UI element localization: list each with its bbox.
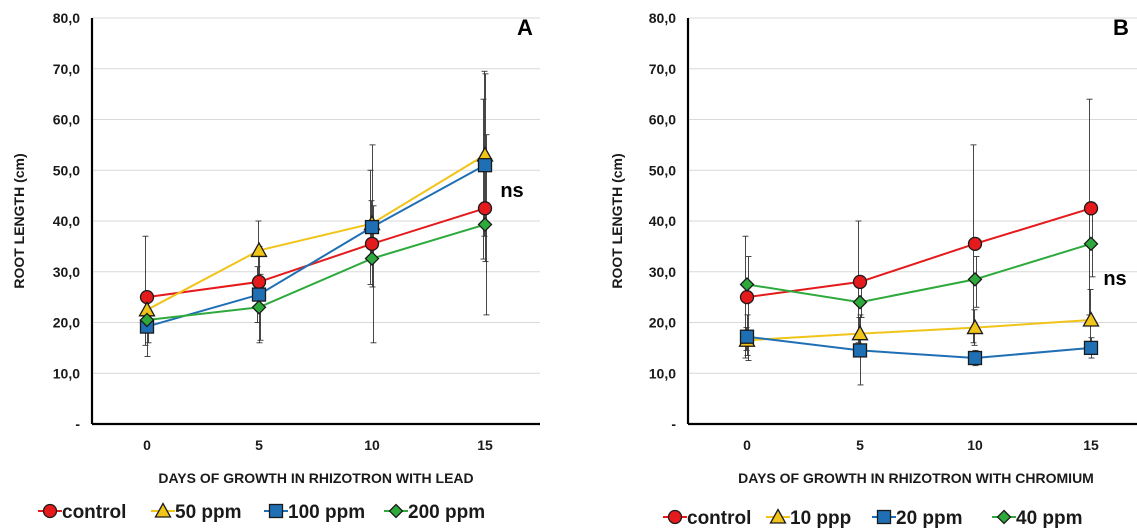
legend-marker — [42, 503, 58, 519]
y-tick-label: 60,0 — [649, 112, 676, 128]
y-tick-label: 60,0 — [53, 112, 80, 128]
y-tick-label: 40,0 — [53, 213, 80, 229]
significance-annotation: ns — [500, 180, 523, 202]
series-line — [146, 154, 486, 311]
x-tick-label: 10 — [967, 437, 983, 453]
series-line — [146, 164, 486, 328]
x-axis-title: DAYS OF GROWTH IN RHIZOTRON WITH LEAD — [158, 470, 473, 486]
data-point — [739, 277, 755, 292]
data-point — [477, 201, 493, 216]
legend-label: 10 ppp — [790, 508, 851, 529]
y-tick-label: 30,0 — [53, 264, 80, 280]
y-tick-label: 20,0 — [53, 315, 80, 331]
data-point — [477, 158, 493, 173]
data-point — [967, 271, 983, 287]
y-tick-label: 30,0 — [649, 264, 676, 280]
legend-label: 40 ppm — [1016, 508, 1083, 529]
data-point — [364, 251, 380, 266]
series-line — [746, 207, 1092, 299]
data-point — [852, 343, 868, 358]
x-tick-label: 5 — [255, 437, 263, 453]
x-tick-label: 5 — [856, 437, 864, 453]
data-point — [251, 287, 267, 302]
y-tick-label: 80,0 — [649, 10, 676, 26]
data-point — [139, 312, 155, 328]
y-tick-label: 20,0 — [649, 315, 676, 331]
legend-label: control — [687, 508, 751, 529]
legend-marker — [769, 508, 787, 524]
x-tick-label: 10 — [364, 437, 380, 453]
data-point — [967, 236, 983, 251]
data-point — [1082, 311, 1100, 327]
y-tick-label: 50,0 — [53, 162, 80, 178]
x-tick-label: 0 — [143, 437, 151, 453]
series-line — [746, 335, 1092, 360]
chart-panel-A: - 10,0 20,0 30,0 40,0 50,0 60,0 70,0 80,0 0 5 10 15 R… — [11, 10, 540, 523]
data-point — [1083, 201, 1099, 216]
legend-label: control — [62, 502, 126, 523]
legend: control 50 ppm 100 ppm 200 ppm — [38, 502, 485, 523]
data-point — [1083, 340, 1099, 356]
y-tick-label: 70,0 — [53, 61, 80, 77]
y-tick-label: 80,0 — [53, 10, 80, 26]
x-tick-label: 0 — [743, 437, 751, 453]
data-point — [967, 350, 983, 366]
panel-label: B — [1113, 15, 1129, 40]
legend-label: 50 ppm — [175, 502, 242, 523]
data-point — [852, 294, 868, 310]
y-tick-label: 10,0 — [53, 365, 80, 381]
significance-annotation: ns — [1103, 268, 1126, 290]
y-tick-label: - — [671, 416, 676, 432]
data-point — [364, 219, 380, 235]
legend-marker — [876, 509, 892, 525]
legend-marker — [996, 509, 1012, 525]
x-tick-label: 15 — [477, 437, 493, 453]
data-point — [477, 217, 493, 232]
legend-label: 20 ppm — [896, 508, 963, 529]
legend-marker — [268, 503, 284, 519]
data-point — [739, 289, 755, 305]
series-line — [146, 223, 486, 321]
data-point — [852, 274, 868, 290]
y-tick-label: 50,0 — [649, 162, 676, 178]
data-point — [364, 236, 380, 251]
data-point — [1083, 236, 1099, 252]
y-axis-title: ROOT LENGTH (cm) — [11, 153, 27, 288]
y-tick-label: 10,0 — [649, 365, 676, 381]
x-tick-label: 15 — [1083, 437, 1099, 453]
series-line — [746, 242, 1092, 304]
legend-marker — [154, 502, 172, 518]
panel-label: A — [517, 15, 533, 40]
legend-label: 100 ppm — [288, 502, 365, 523]
y-tick-label: - — [75, 416, 80, 432]
data-point — [251, 299, 267, 315]
y-tick-label: 70,0 — [649, 61, 676, 77]
x-axis-title: DAYS OF GROWTH IN RHIZOTRON WITH CHROMIU… — [738, 470, 1094, 486]
series-line — [746, 318, 1092, 342]
legend-label: 200 ppm — [408, 502, 485, 523]
legend-marker — [667, 509, 683, 525]
series-line — [146, 207, 486, 299]
data-point — [251, 274, 267, 290]
data-point — [739, 329, 755, 344]
chart-panel-B: - 10,0 20,0 30,0 40,0 50,0 60,0 70,0 80,0 0 5 10 15 R… — [609, 10, 1137, 529]
legend: control 10 ppp 20 ppm 40 ppm — [663, 508, 1083, 529]
y-axis-title: ROOT LENGTH (cm) — [609, 153, 625, 288]
y-tick-label: 40,0 — [649, 213, 676, 229]
data-point — [966, 318, 984, 335]
data-point — [250, 241, 268, 258]
data-point — [851, 324, 869, 341]
legend-marker — [388, 503, 404, 519]
